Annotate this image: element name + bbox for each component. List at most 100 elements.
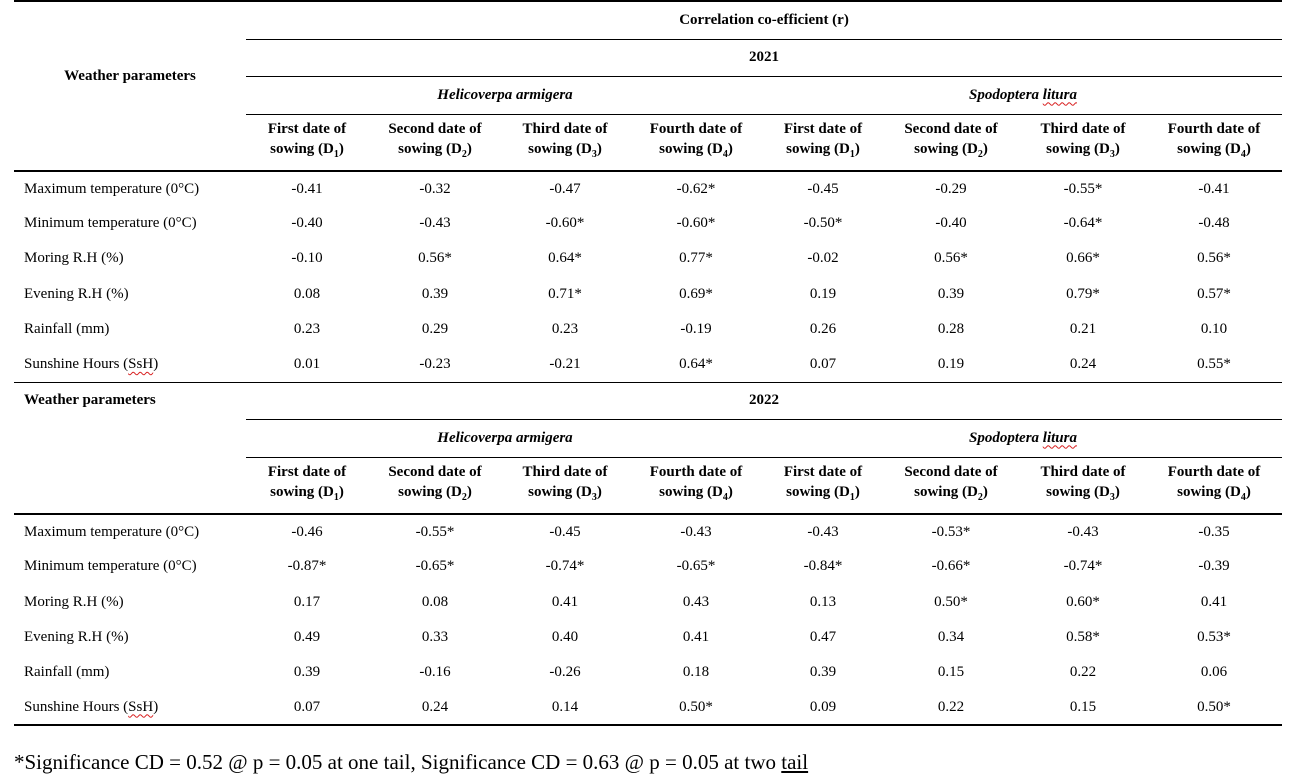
sowing-date-text: sowing (D [270,141,334,158]
sowing-date-line1: Fourth date of [649,464,743,481]
correlation-value: -0.48 [1198,215,1230,232]
sowing-date-line1: First date of [783,464,863,481]
sowing-date-line2: sowing (D2) [882,139,1020,165]
table-row: Sunshine Hours (SsH) 0.07 0.24 0.14 0.50* 0.0… [14,690,1283,727]
sowing-date-subscript: 3 [1109,492,1115,504]
correlation-value: 0.58* [1066,628,1100,645]
species-header-spodoptera-2021: Spodoptera litura [764,75,1283,114]
footnote-text: *Significance CD = 0.52 @ p = 0.05 at on… [14,750,782,774]
sowing-date-line2: sowing (D4) [628,482,764,508]
sowing-date-text: sowing (D [270,484,334,501]
correlation-value: 0.08 [421,593,449,610]
sowing-date-close: ) [854,141,860,158]
correlation-value: 0.71* [548,285,582,302]
sowing-date-line1: First date of [267,464,347,481]
correlation-value: 0.64* [548,250,582,267]
spellcheck-underline: SsH [128,698,154,715]
weather-parameter-label: Maximum temperature (0°C) [24,180,200,197]
correlation-value: 0.56* [418,250,452,267]
sowing-date-line1: Fourth date of [1167,121,1261,138]
correlation-value: 0.06 [1200,663,1228,680]
correlation-value: 0.15 [1020,690,1146,727]
correlation-value: 0.26 [809,320,837,337]
species-name: Spodoptera litura [969,86,1077,103]
correlation-value: -0.02 [807,250,839,267]
sowing-date-subscript: 1 [849,149,855,161]
sowing-date-line2: sowing (D3) [502,139,628,165]
sowing-date-line1: Third date of [522,121,608,138]
sowing-date-line1: Second date of [388,121,482,138]
sowing-date-header: First date of sowing (D1) [246,113,368,171]
correlation-table: Weather parameters Correlation co-effici… [14,0,1283,727]
sowing-date-text: sowing (D [786,484,850,501]
correlation-value: 0.50* [628,690,764,727]
correlation-value: 0.77* [679,250,713,267]
weather-parameter-label: Rainfall (mm) [24,320,110,337]
correlation-value: -0.55* [415,523,455,540]
sowing-date-header: Second date of sowing (D2) [368,113,502,171]
correlation-value: 0.10 [1200,320,1228,337]
correlation-value: -0.46 [291,523,323,540]
sowing-date-header: Fourth date of sowing (D4) [1146,113,1283,171]
correlation-value: 0.21 [1069,320,1097,337]
sowing-date-text: sowing (D [1177,141,1241,158]
sowing-date-text: sowing (D [398,141,462,158]
correlation-value: -0.66* [931,558,971,575]
weather-parameters-header-2022: Weather parameters [24,392,156,409]
correlation-value: 0.69* [679,285,713,302]
correlation-value: 0.22 [1069,663,1097,680]
sowing-date-text: sowing (D [1177,484,1241,501]
weather-parameter-label: Sunshine Hours (SsH) [14,690,246,727]
correlation-value: -0.23 [368,346,502,383]
species-name: Spodoptera litura [969,429,1077,446]
sowing-date-subscript: 1 [849,492,855,504]
correlation-value: 0.29 [421,320,449,337]
sowing-date-line2: sowing (D1) [246,139,368,165]
sowing-date-header: First date of sowing (D1) [764,456,882,515]
sowing-date-close: ) [338,141,344,158]
correlation-value: 0.41 [682,628,710,645]
correlation-value: 0.50* [1146,690,1283,727]
correlation-value: -0.74* [1063,558,1103,575]
sowing-date-header: Third date of sowing (D3) [1020,113,1146,171]
sowing-date-line2: sowing (D3) [1020,482,1146,508]
correlation-value: -0.32 [419,180,451,197]
correlation-value: -0.53* [931,523,971,540]
correlation-value: 0.33 [421,628,449,645]
correlation-value: 0.34 [937,628,965,645]
correlation-value: 0.19 [882,346,1020,383]
weather-parameter-label: Minimum temperature (0°C) [24,558,197,575]
sowing-date-header: Third date of sowing (D3) [1020,456,1146,515]
sowing-date-line1: Third date of [1040,464,1126,481]
sowing-date-line2: sowing (D2) [368,139,502,165]
sowing-date-header: First date of sowing (D1) [246,456,368,515]
sowing-date-text: sowing (D [659,141,723,158]
weather-parameter-label: Moring R.H (%) [24,250,124,267]
param-text: Sunshine Hours (SsH) [24,698,159,715]
sowing-date-subscript: 2 [977,149,983,161]
correlation-value: -0.35 [1198,523,1230,540]
correlation-value: -0.19 [680,320,712,337]
weather-parameter-label: Moring R.H (%) [24,593,124,610]
correlation-value: 0.60* [1066,593,1100,610]
correlation-value: 0.55* [1146,346,1283,383]
correlation-value: -0.60* [676,215,716,232]
correlation-value: 0.24 [368,690,502,727]
sowing-date-subscript: 4 [1240,492,1246,504]
sowing-date-line2: sowing (D1) [246,482,368,508]
weather-parameter-label: Evening R.H (%) [24,285,129,302]
sowing-date-close: ) [466,141,472,158]
sowing-date-close: ) [982,141,988,158]
correlation-value: 0.50* [934,593,968,610]
sowing-date-header: First date of sowing (D1) [764,113,882,171]
correlation-value: 0.49 [293,628,321,645]
correlation-value: -0.43 [419,215,451,232]
spellcheck-underline: litura [1042,429,1077,446]
correlation-value: 0.09 [764,690,882,727]
correlation-value: 0.18 [682,663,710,680]
weather-parameters-header-2021: Weather parameters [14,0,246,171]
table-row: Minimum temperature (0°C) -0.40 -0.43 -0.60… [14,206,1282,241]
sowing-date-header: Fourth date of sowing (D4) [1146,456,1283,515]
sowing-date-line1: Second date of [388,464,482,481]
correlation-value: 0.23 [551,320,579,337]
